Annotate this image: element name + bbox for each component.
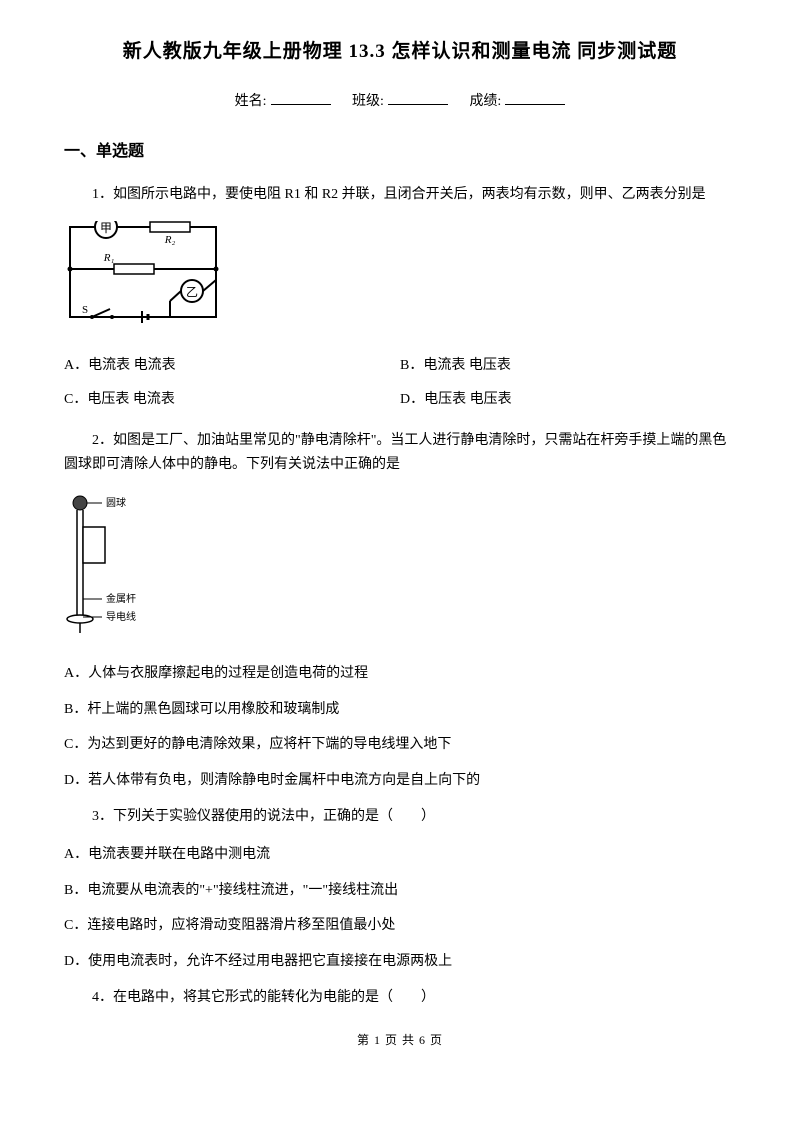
section-heading: 一、单选题 <box>64 138 736 165</box>
question-3: 3．下列关于实验仪器使用的说法中，正确的是（ ） <box>64 805 736 829</box>
q2-option-c: C．为达到更好的静电清除效果，应将杆下端的导电线埋入地下 <box>64 733 736 757</box>
page-title: 新人教版九年级上册物理 13.3 怎样认识和测量电流 同步测试题 <box>64 36 736 68</box>
q1-option-a: A．电流表 电流表 <box>64 354 400 378</box>
q3-option-c: C．连接电路时，应将滑动变阻器滑片移至阻值最小处 <box>64 914 736 938</box>
q1-option-b: B．电流表 电压表 <box>400 354 736 378</box>
svg-text:甲: 甲 <box>100 221 112 235</box>
question-1: 1．如图所示电路中，要使电阻 R1 和 R2 并联，且闭合开关后，两表均有示数，… <box>64 183 736 207</box>
static-rod-diagram: 圆球 金属杆 导电线 <box>64 491 152 639</box>
name-blank <box>271 91 331 105</box>
svg-text:圆球: 圆球 <box>106 496 126 509</box>
q3-option-a: A．电流表要并联在电路中测电流 <box>64 843 736 867</box>
class-label: 班级: <box>352 94 384 109</box>
header-fields: 姓名: 班级: 成绩: <box>64 90 736 114</box>
q1-option-c: C．电压表 电流表 <box>64 388 400 412</box>
q1-option-d: D．电压表 电压表 <box>400 388 736 412</box>
q3-option-d: D．使用电流表时，允许不经过用电器把它直接接在电源两极上 <box>64 950 736 974</box>
q1-figure: 甲 R₂ R₁ 乙 S <box>64 221 736 340</box>
page-footer: 第 1 页 共 6 页 <box>64 1030 736 1050</box>
class-blank <box>388 91 448 105</box>
q2-option-d: D．若人体带有负电，则清除静电时金属杆中电流方向是自上向下的 <box>64 769 736 793</box>
q2-figure: 圆球 金属杆 导电线 <box>64 491 736 648</box>
score-blank <box>505 91 565 105</box>
q1-options: A．电流表 电流表 B．电流表 电压表 C．电压表 电流表 D．电压表 电压表 <box>64 354 736 412</box>
q2-option-a: A．人体与衣服摩擦起电的过程是创造电荷的过程 <box>64 662 736 686</box>
q2-option-b: B．杆上端的黑色圆球可以用橡胶和玻璃制成 <box>64 698 736 722</box>
question-2: 2．如图是工厂、加油站里常见的"静电清除杆"。当工人进行静电清除时，只需站在杆旁… <box>64 429 736 477</box>
svg-text:导电线: 导电线 <box>106 610 136 623</box>
q3-option-b: B．电流要从电流表的"+"接线柱流进，"一"接线柱流出 <box>64 879 736 903</box>
svg-text:R₁: R₁ <box>103 252 115 264</box>
svg-text:S: S <box>82 304 88 316</box>
question-4: 4．在电路中，将其它形式的能转化为电能的是（ ） <box>64 986 736 1010</box>
svg-text:R₂: R₂ <box>164 234 176 246</box>
score-label: 成绩: <box>469 94 501 109</box>
svg-text:金属杆: 金属杆 <box>106 592 136 605</box>
circuit-diagram: 甲 R₂ R₁ 乙 S <box>64 221 222 331</box>
name-label: 姓名: <box>235 94 267 109</box>
svg-text:乙: 乙 <box>186 285 198 299</box>
